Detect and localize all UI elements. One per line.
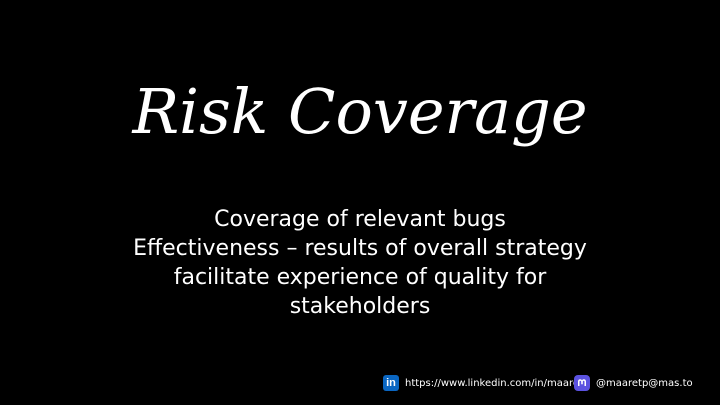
slide-body: Coverage of relevant bugs Effectiveness …	[0, 205, 720, 321]
slide-title: Risk Coverage	[132, 75, 588, 148]
body-line: Coverage of relevant bugs	[214, 207, 506, 232]
mastodon-icon	[574, 375, 590, 391]
body-line: Effectiveness – results of overall strat…	[133, 236, 587, 261]
mastodon-handle: @maaretp@mas.to	[596, 377, 693, 389]
footer-linkedin: in https://www.linkedin.com/in/maaret/	[383, 374, 586, 392]
body-line: facilitate experience of quality for	[173, 265, 547, 290]
body-line: stakeholders	[289, 294, 431, 319]
footer-mastodon: @maaretp@mas.to	[574, 374, 693, 392]
linkedin-icon: in	[383, 375, 399, 391]
linkedin-url: https://www.linkedin.com/in/maaret/	[405, 377, 587, 389]
